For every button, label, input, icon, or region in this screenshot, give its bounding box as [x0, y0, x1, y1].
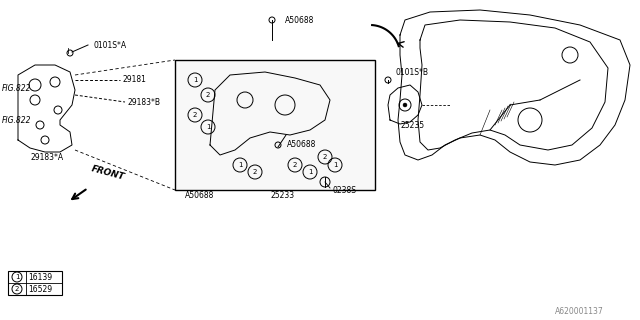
Text: 2: 2 [193, 112, 197, 118]
Text: 16139: 16139 [28, 273, 52, 282]
Text: 16529: 16529 [28, 284, 52, 293]
Text: FRONT: FRONT [90, 164, 125, 182]
Circle shape [403, 103, 407, 107]
Text: 1: 1 [333, 162, 337, 168]
Text: 0238S: 0238S [332, 186, 356, 195]
Text: 29181: 29181 [122, 75, 146, 84]
Text: 29183*A: 29183*A [30, 153, 63, 162]
Text: A50688: A50688 [285, 15, 314, 25]
Text: FIG.822: FIG.822 [2, 116, 31, 124]
Text: 0101S*B: 0101S*B [395, 68, 428, 76]
Text: A50688: A50688 [287, 140, 316, 148]
Text: 25235: 25235 [400, 121, 424, 130]
Text: 29183*B: 29183*B [127, 98, 160, 107]
Text: 25233: 25233 [270, 190, 294, 199]
Text: 1: 1 [237, 162, 243, 168]
Text: 2: 2 [323, 154, 327, 160]
Text: 0101S*A: 0101S*A [93, 41, 126, 50]
Text: 1: 1 [205, 124, 211, 130]
Text: A620001137: A620001137 [555, 308, 604, 316]
Text: 2: 2 [253, 169, 257, 175]
Text: 2: 2 [293, 162, 297, 168]
Bar [175, 60, 375, 190]
Text: 1: 1 [193, 77, 197, 83]
Text: 1: 1 [308, 169, 312, 175]
Bar [8, 271, 62, 295]
Text: FIG.822: FIG.822 [2, 84, 31, 92]
Text: 1: 1 [15, 274, 19, 280]
Text: 2: 2 [206, 92, 210, 98]
Text: A50688: A50688 [185, 190, 214, 199]
Text: 2: 2 [15, 286, 19, 292]
